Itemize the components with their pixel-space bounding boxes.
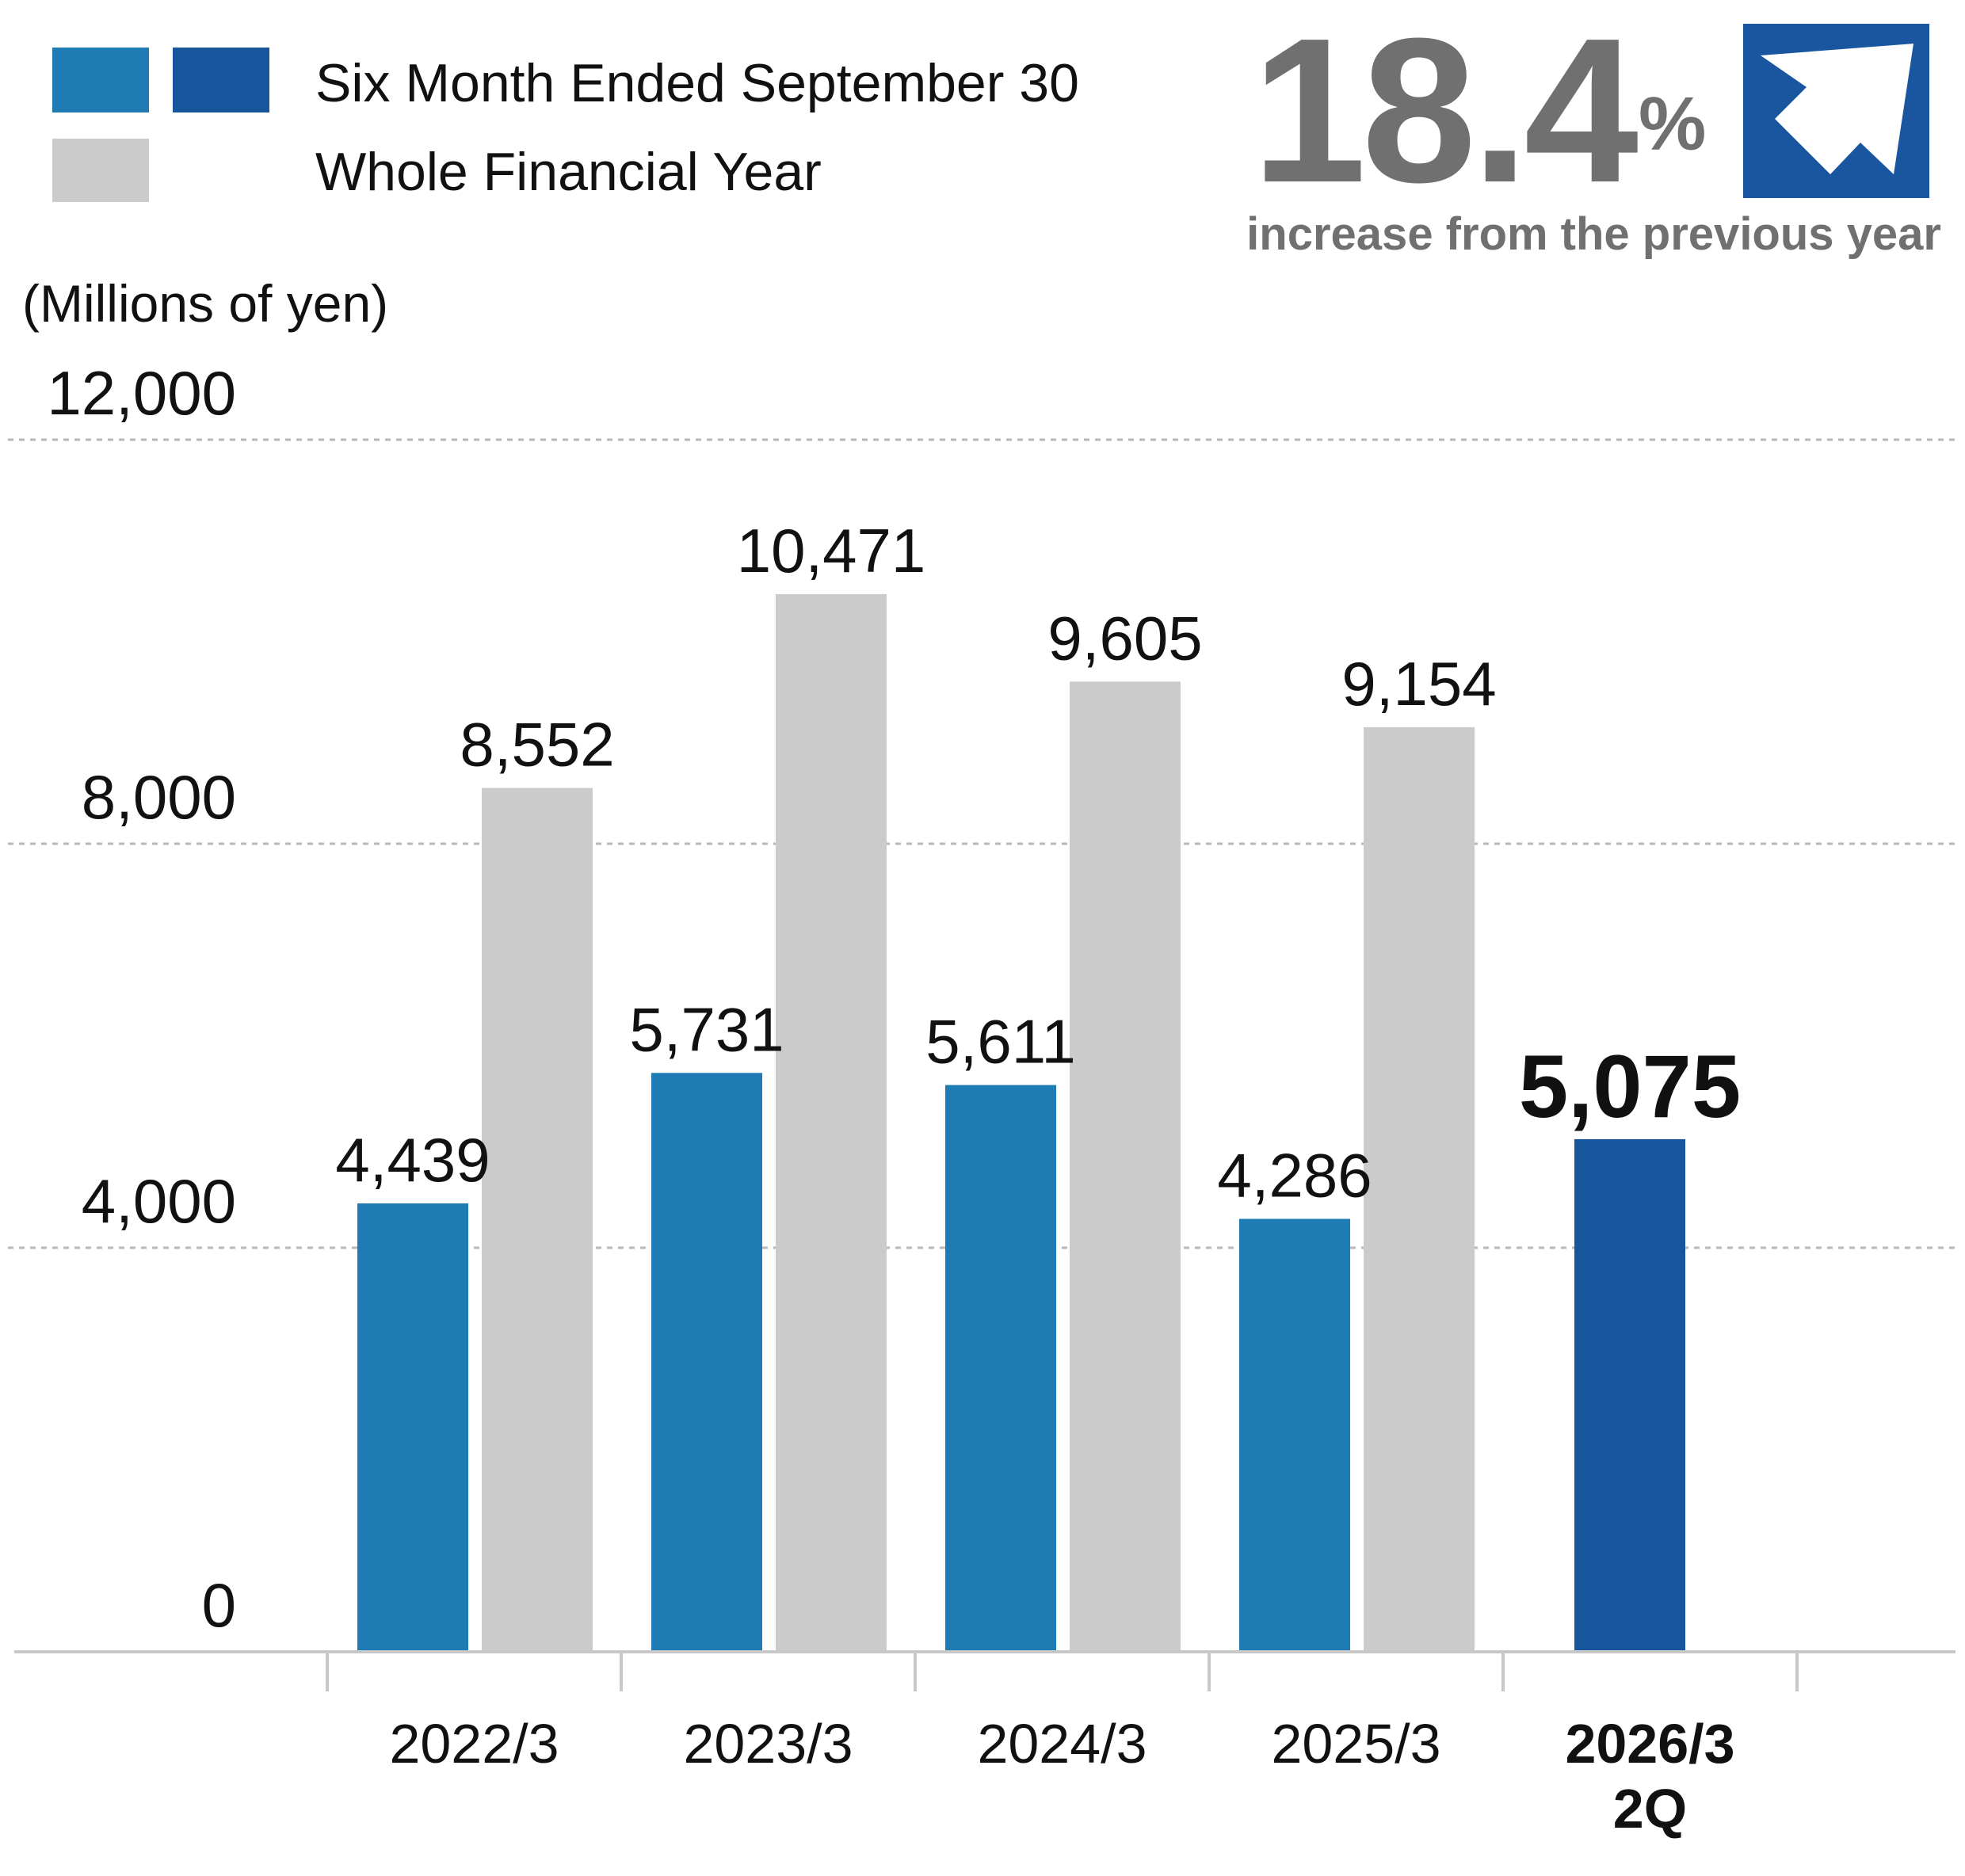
y-tick-label: 8,000: [82, 762, 236, 832]
bar-full-year: [482, 787, 593, 1652]
legend-swatch-full-year: [52, 139, 149, 202]
up-arrow-icon: [1743, 24, 1929, 198]
data-label-full-year: 9,154: [1341, 649, 1496, 719]
data-label-half-year: 4,286: [1217, 1141, 1372, 1211]
data-label-half-year: 5,731: [629, 994, 784, 1064]
legend-swatch-half-year: [52, 48, 149, 112]
x-tick-label: 2Q: [1613, 1778, 1687, 1840]
y-axis-unit-label: (Millions of yen): [22, 274, 389, 333]
y-tick-label: 4,000: [82, 1166, 236, 1236]
bar-full-year: [1070, 681, 1181, 1652]
data-label-full-year: 8,552: [460, 710, 614, 780]
data-label-half-year: 5,075: [1519, 1037, 1741, 1136]
x-tick-label: 2024/3: [977, 1713, 1147, 1775]
headline-increase: 18.4%: [1252, 8, 1707, 214]
x-tick-label: 2022/3: [389, 1713, 559, 1775]
data-label-full-year: 9,605: [1047, 603, 1202, 673]
legend-swatch-half-year-current: [173, 48, 269, 112]
bar-half-year: [357, 1203, 468, 1652]
bar-half-year: [1574, 1138, 1685, 1652]
x-tick-label: 2026/3: [1565, 1713, 1734, 1775]
bar-full-year: [776, 593, 887, 1652]
x-tick-label: 2025/3: [1271, 1713, 1440, 1775]
data-label-half-year: 5,611: [925, 1007, 1075, 1077]
headline-value: 18.4: [1252, 0, 1639, 226]
legend-label-half-year: Six Month Ended September 30: [315, 53, 1079, 113]
bar-half-year: [945, 1085, 1056, 1652]
legend-label-full-year: Whole Financial Year: [315, 142, 822, 202]
data-label-half-year: 4,439: [335, 1125, 490, 1195]
y-tick-label: 12,000: [47, 358, 236, 428]
bar-half-year: [1239, 1218, 1350, 1652]
bar-full-year: [1364, 726, 1475, 1652]
bar-half-year: [651, 1073, 762, 1652]
headline-caption: increase from the previous year: [1246, 208, 1941, 260]
data-label-full-year: 10,471: [737, 516, 926, 585]
x-tick-label: 2023/3: [683, 1713, 853, 1775]
headline-unit: %: [1639, 82, 1707, 166]
y-tick-label: 0: [202, 1570, 236, 1640]
